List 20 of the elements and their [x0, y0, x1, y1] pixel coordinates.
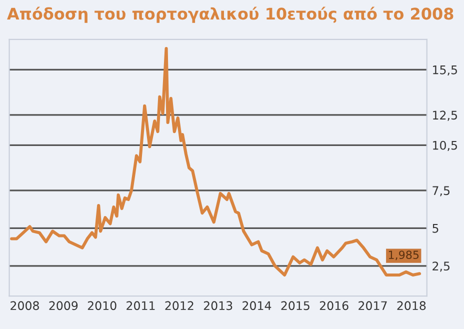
x-tick-label: 2013	[204, 301, 232, 310]
x-tick-label: 2010	[88, 301, 116, 310]
y-tick-label: 5	[432, 224, 438, 233]
annotation: 1,985	[388, 250, 419, 260]
y-tick-label: 10,5	[433, 140, 457, 152]
y-tick-label: 7,5	[432, 186, 450, 196]
x-tick-label: 2018	[397, 301, 426, 310]
y-tick-label: 2,5	[432, 262, 450, 272]
y-tick-label: 12,5	[433, 110, 457, 121]
x-tick-label: 2012	[165, 301, 194, 310]
x-tick-label: 2008	[10, 301, 39, 310]
y-tick-label: 15,5	[433, 66, 457, 76]
x-tick-label: 2014	[242, 301, 272, 310]
x-tick-label: 2016	[320, 301, 348, 310]
x-tick-label: 2009	[49, 301, 78, 310]
x-tick-label: 2011	[126, 301, 155, 310]
chart-title: Απόδοση του πορτογαλικού 10ετούς από το 2008	[7, 6, 454, 23]
line-series	[10, 47, 422, 276]
x-tick-label: 2017	[358, 301, 387, 310]
x-tick-label: 2015	[281, 301, 310, 310]
